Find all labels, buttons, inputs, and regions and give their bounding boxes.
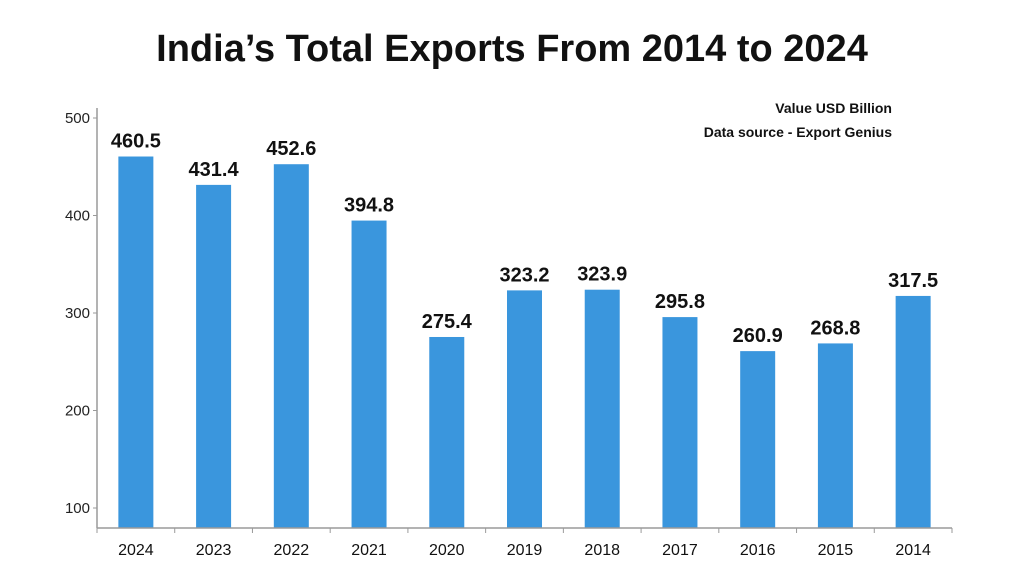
data-label-2022: 452.6 [266, 138, 316, 160]
bar-2014 [895, 295, 931, 528]
bar-2016 [740, 351, 776, 528]
x-tick-label-2014: 2014 [895, 542, 931, 559]
y-tick-label: 100 [65, 500, 90, 517]
bar-2018 [584, 289, 620, 528]
x-tick-label-2023: 2023 [196, 542, 232, 559]
source-note: Data source - Export Genius [703, 124, 892, 140]
bar-2020 [429, 336, 465, 528]
y-tick-label: 400 [65, 208, 90, 225]
y-tick-label: 200 [65, 403, 90, 420]
data-label-2020: 275.4 [422, 311, 473, 333]
data-label-2015: 268.8 [810, 317, 860, 339]
data-label-2023: 431.4 [189, 159, 240, 181]
data-labels-group: 460.5 431.4 452.6 394.8 275.4 323.2 323.9 295.8… [111, 131, 938, 348]
chart-title: India’s Total Exports From 2014 to 2024 [156, 28, 868, 70]
data-label-2017: 295.8 [655, 291, 705, 313]
data-label-2019: 323.2 [499, 264, 549, 286]
data-label-2018: 323.9 [577, 264, 627, 286]
bar-2022 [273, 164, 309, 528]
y-tick-label: 500 [65, 110, 90, 127]
x-tick-label-2016: 2016 [740, 542, 776, 559]
x-axis: 2024 2023 2022 2021 2020 2019 2018 2017 2016 2015… [96, 527, 953, 559]
x-tick-label-2024: 2024 [118, 542, 154, 559]
x-tick-label-2020: 2020 [429, 542, 465, 559]
x-tick-label-2017: 2017 [662, 542, 698, 559]
x-tick-label-2022: 2022 [274, 542, 310, 559]
data-label-2021: 394.8 [344, 195, 394, 217]
x-tick-label-2019: 2019 [507, 542, 543, 559]
bars-group [118, 156, 931, 528]
bar-2023 [196, 184, 232, 528]
bar-2021 [351, 220, 387, 528]
bar-2015 [817, 343, 853, 528]
bar-2017 [662, 317, 698, 528]
x-tick-label-2015: 2015 [818, 542, 854, 559]
bar-2019 [507, 290, 542, 528]
x-tick-label-2021: 2021 [351, 542, 387, 559]
unit-note: Value USD Billion [775, 100, 892, 116]
data-label-2016: 260.9 [733, 325, 783, 347]
y-tick-label: 300 [65, 305, 90, 322]
bar-2024 [118, 156, 154, 528]
data-label-2014: 317.5 [888, 270, 938, 292]
y-axis: 100 200 300 400 500 [65, 108, 98, 528]
data-label-2024: 460.5 [111, 131, 161, 153]
x-tick-label-2018: 2018 [584, 542, 620, 559]
